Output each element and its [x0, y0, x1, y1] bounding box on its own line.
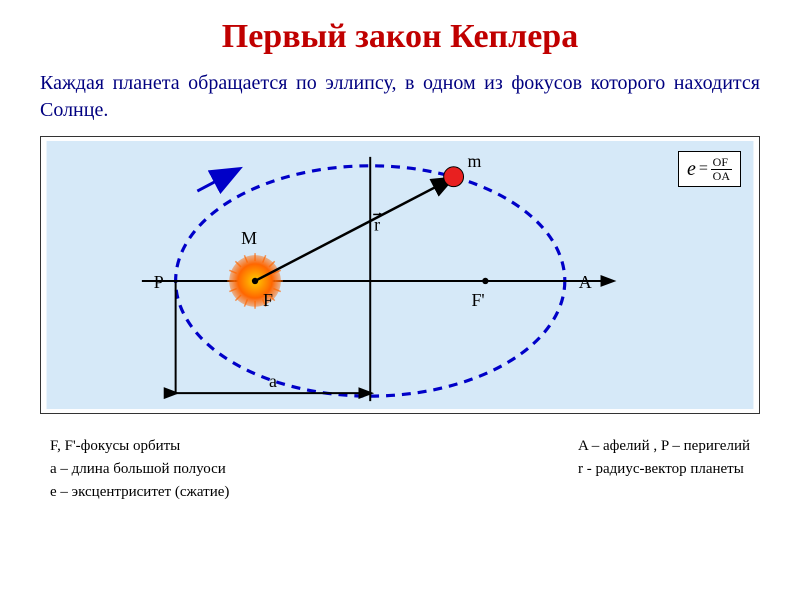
eccentricity-formula: e = OF OA [678, 151, 741, 187]
formula-e-symbol: e [687, 158, 696, 181]
label-a-aphelion: A [579, 272, 592, 292]
formula-fraction: OF OA [711, 156, 732, 182]
planet-icon [444, 167, 464, 187]
slide-subtitle: Каждая планета обращается по эллипсу, в … [0, 56, 800, 136]
formula-denominator: OA [711, 170, 732, 183]
legend-item: F, F'-фокусы орбиты [50, 438, 229, 455]
label-p: P [154, 272, 164, 292]
legend-item: e – эксцентриситет (сжатие) [50, 484, 229, 501]
kepler-diagram: M m P A F F' r a [41, 137, 759, 413]
diagram-container: M m P A F F' r a e = OF OA [40, 136, 760, 414]
label-m-lower: m [468, 151, 482, 171]
label-f: F [263, 290, 273, 310]
formula-equals: = [698, 160, 709, 178]
label-a-semimajor: a [269, 371, 277, 391]
svg-text:r: r [374, 214, 380, 234]
formula-numerator: OF [711, 156, 732, 170]
legend-item: A – афелий , P – перигелий [578, 438, 750, 455]
focus-fprime-dot [482, 278, 488, 284]
legend-left-column: F, F'-фокусы орбиты a – длина большой по… [50, 438, 229, 501]
diagram-background [47, 141, 754, 409]
label-f-prime: F' [471, 290, 484, 310]
legend-right-column: A – афелий , P – перигелий r - радиус-ве… [578, 438, 750, 501]
legend-item: r - радиус-вектор планеты [578, 461, 750, 478]
legend-item: a – длина большой полуоси [50, 461, 229, 478]
slide-title: Первый закон Кеплера [0, 0, 800, 56]
label-m-upper: M [241, 228, 257, 248]
legend: F, F'-фокусы орбиты a – длина большой по… [0, 414, 800, 501]
